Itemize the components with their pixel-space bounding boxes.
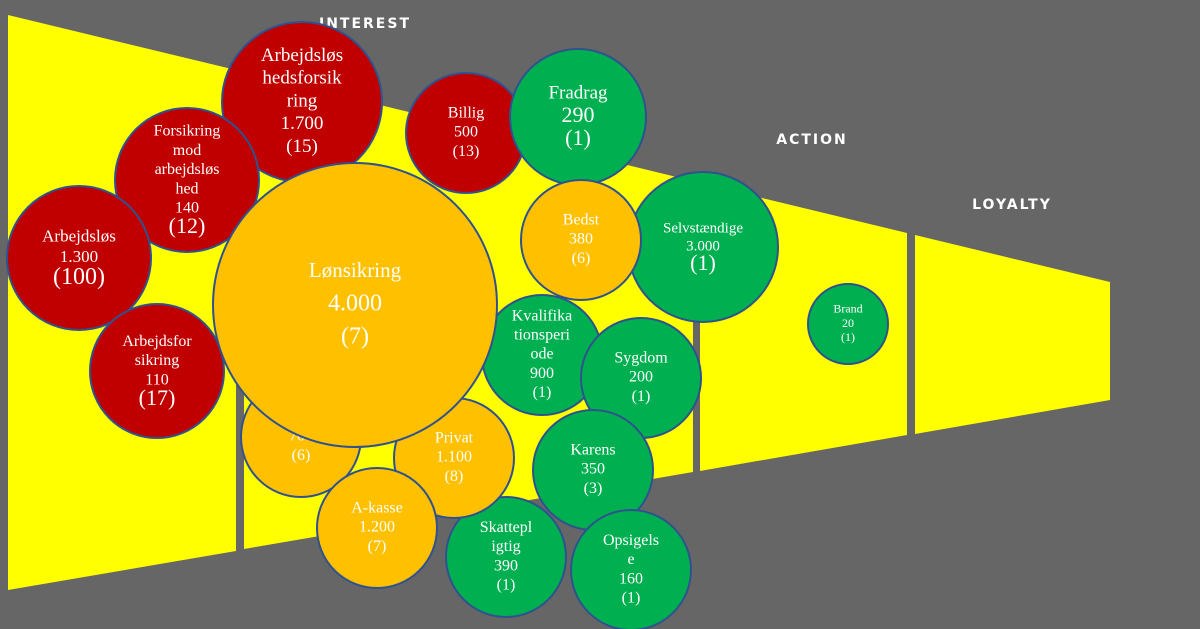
- bubble-text: ode: [530, 346, 553, 363]
- bubble-circle: [89, 303, 225, 439]
- bubble: A-kasse 1.200 (7): [316, 467, 438, 589]
- bubble-text: (17): [139, 385, 176, 410]
- bubble-text: 1.300: [60, 247, 98, 266]
- bubble: Opsigels e 160 (1): [570, 509, 692, 629]
- bubble-text: (15): [286, 136, 318, 157]
- bubble-text: igtig: [491, 538, 520, 555]
- bubble-text: Opsigels: [603, 532, 659, 549]
- bubble-text: 390: [494, 557, 518, 574]
- bubble-text: Forsikring: [154, 123, 221, 140]
- bubble: Karens 350 (3): [532, 409, 654, 531]
- bubble-text: e: [627, 551, 634, 568]
- bubble-text: Arbejdsfor: [122, 333, 192, 350]
- stage-label: LOYALTY: [972, 197, 1052, 213]
- bubble-text: (12): [169, 213, 206, 238]
- bubble-text: (1): [632, 388, 651, 405]
- bubble-text: 1.100: [436, 449, 472, 466]
- stage-label: INTEREST: [319, 16, 411, 32]
- bubble-text: (1): [565, 125, 591, 150]
- bubble-text: 1.200: [359, 519, 395, 536]
- bubble-text: Selvstændige: [663, 220, 743, 236]
- bubble: Kvalifika tionsperi ode 900 (1): [481, 294, 603, 416]
- bubble-text: tionsperi: [514, 326, 571, 343]
- bubble-circle: [6, 185, 152, 331]
- funnel-stage: [915, 235, 1110, 434]
- bubble-circle: [520, 179, 642, 301]
- bubble-text: (13): [453, 143, 480, 160]
- bubble-circle: [445, 496, 567, 618]
- bubble-text: ring: [287, 90, 318, 111]
- bubble-text: 160: [619, 570, 643, 587]
- bubble-text: 380: [569, 231, 593, 248]
- bubble-text: 110: [145, 371, 168, 388]
- bubble: Bedst 380 (6): [520, 179, 642, 301]
- bubble: Arbejdsfor sikring 110(17): [89, 303, 225, 439]
- bubble-text: (7): [368, 538, 387, 555]
- bubble-text: (3): [584, 480, 603, 497]
- bubble-text: (1): [497, 576, 516, 593]
- bubble-text: (1): [841, 330, 855, 344]
- bubble: Lønsikring 4.000 (7): [212, 162, 498, 448]
- bubble-circle: [212, 162, 498, 448]
- bubble-text: Lønsikring: [309, 258, 402, 282]
- bubble-text: Kvalifika: [512, 307, 572, 324]
- bubble-text: 290: [562, 102, 595, 127]
- bubble-circle: [570, 509, 692, 629]
- bubble-text: (8): [445, 468, 464, 485]
- bubble-text: Arbejdsløs: [42, 227, 116, 246]
- bubble-text: Bedst: [563, 211, 600, 228]
- bubble-text: (6): [292, 447, 311, 464]
- bubble-text: mod: [173, 142, 201, 159]
- bubble-text: Karens: [570, 441, 615, 458]
- stage-label: ACTION: [776, 132, 848, 148]
- bubble-text: A-kasse: [351, 499, 403, 516]
- bubble: Billig 500 (13): [405, 72, 527, 194]
- bubbles: Arbejdsløshedsforsikring1.700(15)Forsikr…: [6, 21, 889, 629]
- bubble-text: 20: [842, 316, 854, 330]
- bubble-text: (6): [572, 250, 591, 267]
- bubble-circle: [114, 107, 260, 253]
- bubble-text: (1): [690, 250, 716, 275]
- bubble-text: Privat: [435, 429, 474, 446]
- bubble-text: 3.000: [686, 238, 720, 254]
- bubble-text: (100): [53, 264, 105, 290]
- bubble-text: Sygdom: [614, 349, 668, 366]
- bubble-text: (1): [533, 384, 552, 401]
- bubble: Sygdom 200 (1): [580, 317, 702, 439]
- bubble: Forsikring mod arbejdsløs hed 140(12): [114, 107, 260, 253]
- bubble-text: sikring: [135, 352, 179, 369]
- bubble-text: Brand: [833, 301, 862, 315]
- bubble-text: Billig: [448, 104, 484, 121]
- bubble: Selvstændige 3.000(1): [627, 171, 779, 323]
- bubble-text: 500: [454, 124, 478, 141]
- bubble-text: hedsforsik: [262, 68, 342, 89]
- bubble-text: (1): [622, 589, 641, 606]
- bubble-text: 900: [530, 365, 554, 382]
- bubble-text: Fradrag: [548, 83, 608, 104]
- bubble-text: 4.000: [328, 291, 382, 317]
- bubble-text: Skattepl: [480, 519, 533, 536]
- bubble-text: hed: [175, 180, 198, 197]
- bubble-text: 140: [175, 199, 199, 216]
- bubble-text: 350: [581, 461, 605, 478]
- bubble-text: arbejdsløs: [155, 161, 220, 178]
- bubble-text: Arbejdsløs: [261, 45, 343, 66]
- bubble-text: 1.700: [281, 113, 324, 134]
- bubble-circle: [316, 467, 438, 589]
- bubble-text: 200: [629, 369, 653, 386]
- bubble-circle: [807, 283, 889, 365]
- bubble: Skattepl igtig 390 (1): [445, 496, 567, 618]
- bubble-text: (7): [341, 323, 369, 349]
